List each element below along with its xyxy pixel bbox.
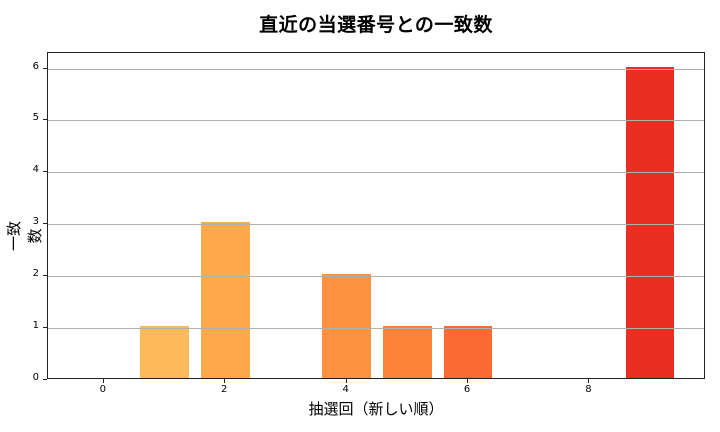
x-tick	[224, 379, 226, 383]
y-tick	[43, 171, 47, 173]
x-tick	[467, 379, 469, 383]
y-tick	[43, 327, 47, 329]
x-tick	[102, 379, 104, 383]
plot-area	[47, 52, 705, 379]
y-tick-label: 5	[32, 112, 39, 124]
y-tick	[43, 119, 47, 121]
gridline	[48, 276, 704, 278]
x-tick	[588, 379, 590, 383]
x-tick-label: 6	[463, 384, 471, 395]
y-tick-label: 4	[32, 164, 39, 176]
bar-1	[140, 326, 189, 378]
y-tick	[43, 379, 47, 380]
gridline	[48, 328, 704, 330]
x-tick	[345, 379, 347, 383]
x-tick-label: 2	[221, 384, 228, 395]
y-tick-label: 0	[32, 372, 39, 383]
x-tick-label: 0	[99, 384, 107, 395]
bar-9	[625, 66, 675, 378]
gridline	[48, 224, 704, 226]
gridline	[48, 68, 704, 70]
y-axis-label: 一致数	[5, 221, 44, 252]
x-axis-label: 抽選回（新しい順）	[308, 400, 444, 418]
y-tick	[43, 67, 47, 69]
y-tick	[43, 223, 47, 225]
bar-6	[443, 326, 493, 378]
bar-4	[322, 274, 371, 378]
y-tick	[43, 275, 47, 277]
bar-5	[383, 326, 432, 378]
bar-2	[200, 222, 250, 378]
gridline	[48, 172, 704, 174]
chart-title: 直近の当選番号との一致数	[259, 14, 493, 36]
y-tick-label: 3	[32, 216, 39, 228]
y-tick-label: 1	[32, 320, 39, 332]
y-tick-label: 6	[32, 60, 39, 72]
y-tick-label: 2	[32, 268, 39, 280]
x-tick-label: 8	[585, 384, 592, 395]
x-tick-label: 4	[342, 384, 349, 395]
gridline	[48, 120, 704, 122]
